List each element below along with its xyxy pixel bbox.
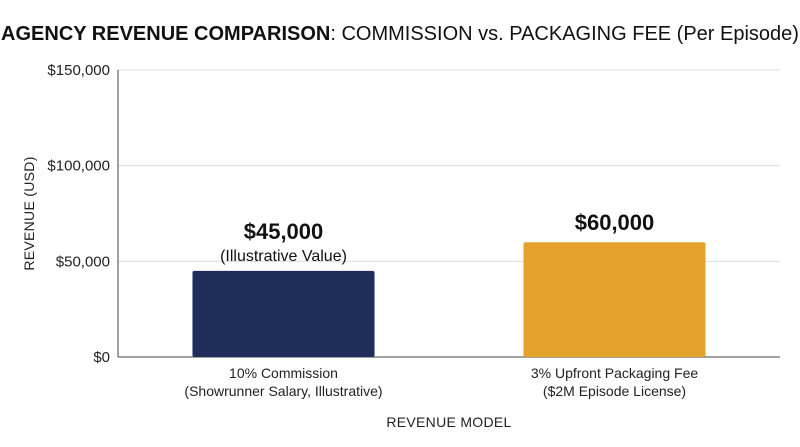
bar [523, 242, 706, 357]
y-tick-label: $150,000 [47, 62, 110, 79]
bar-value-label: $60,000 [575, 210, 655, 235]
x-category-label: 10% Commission [229, 365, 338, 381]
y-tick-label: $100,000 [47, 158, 110, 175]
gridlines [118, 69, 780, 262]
chart-title-rest: : COMMISSION vs. PACKAGING FEE (Per Epis… [330, 23, 799, 45]
x-category-label: (Showrunner Salary, Illustrative) [184, 383, 382, 399]
x-category-label: ($2M Episode License) [543, 383, 686, 399]
bar-value-label: $45,000 [244, 219, 324, 244]
x-category-label: 3% Upfront Packaging Fee [531, 365, 699, 381]
bars: $45,000 (Illustrative Value) 10% Commissio… [184, 210, 706, 399]
y-tick-label: $0 [93, 349, 110, 366]
chart-title-bold: AGENCY REVENUE COMPARISON [1, 23, 330, 45]
y-axis-label: REVENUE (USD) [21, 156, 37, 270]
y-tick-labels: $0 $50,000 $100,000 $150,000 [47, 62, 110, 366]
bar [192, 270, 375, 357]
bar-group: $60,000 3% Upfront Packaging Fee ($2M Epis… [523, 210, 706, 399]
y-tick-label: $50,000 [56, 253, 110, 270]
bar-group: $45,000 (Illustrative Value) 10% Commissio… [184, 219, 382, 399]
bar-value-sublabel: (Illustrative Value) [220, 248, 347, 265]
x-axis-label: REVENUE MODEL [386, 414, 511, 430]
chart-title: AGENCY REVENUE COMPARISON: COMMISSION vs… [1, 23, 799, 45]
